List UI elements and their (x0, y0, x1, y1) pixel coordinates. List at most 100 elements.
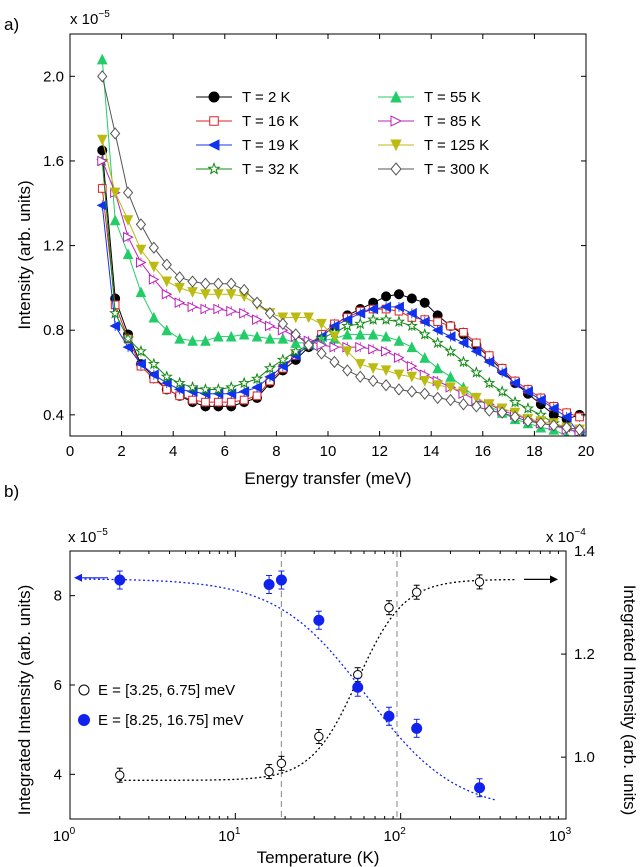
data-point (148, 369, 159, 380)
data-point (406, 293, 417, 304)
data-point (419, 352, 431, 363)
data-point (277, 333, 289, 344)
data-point (122, 215, 134, 226)
data-point (393, 383, 405, 396)
panel-a-label: a) (4, 15, 19, 34)
data-point (251, 330, 263, 342)
data-point (109, 306, 122, 319)
data-point (483, 356, 495, 368)
data-point (483, 376, 496, 389)
data-point (406, 307, 417, 319)
data-point (187, 335, 198, 346)
data-point (121, 332, 135, 344)
data-point (509, 377, 521, 389)
data-point (97, 70, 108, 83)
data-point (380, 379, 392, 392)
data-point (367, 328, 379, 340)
data-point (161, 276, 173, 288)
data-point (96, 53, 108, 65)
data-point (393, 369, 405, 381)
legend-marker (390, 139, 402, 152)
data-point (226, 305, 237, 317)
data-point (432, 391, 443, 405)
data-point (200, 335, 211, 346)
data-point (148, 261, 160, 273)
data-point (290, 337, 302, 348)
series-t-300-k (97, 70, 585, 436)
data-point (239, 307, 250, 319)
data-point-low-energy (264, 766, 274, 777)
data-point (263, 361, 277, 374)
legend-label: T = 2 K (242, 89, 291, 106)
data-point (458, 386, 469, 398)
data-point-high-energy (275, 574, 287, 586)
legend-label: E = [8.25, 16.75] meV (98, 712, 244, 729)
data-point (368, 343, 379, 355)
data-point (342, 346, 353, 357)
data-point (457, 337, 469, 349)
data-point (161, 258, 172, 271)
data-point-high-energy (313, 614, 325, 626)
data-point (226, 397, 236, 407)
data-point (264, 307, 276, 320)
data-point (446, 321, 455, 331)
legend-label: T = 19 K (242, 137, 299, 154)
data-point (239, 395, 249, 405)
data-point (213, 277, 224, 290)
data-point (264, 320, 276, 332)
data-point (187, 301, 199, 313)
data-point (135, 257, 147, 268)
data-point-high-energy (411, 722, 423, 734)
panel-a-legend: T = 2 K T = 16 K T = 19 K T = 32 K T = 55 K T… (196, 89, 489, 178)
data-point (418, 328, 431, 340)
panel-b-left-multiplier: x 10−5 (68, 527, 108, 546)
data-point (251, 296, 263, 309)
data-point (109, 127, 121, 140)
data-point (355, 341, 366, 353)
data-point (225, 330, 237, 342)
panel-b-x-tick-label: 102 (384, 826, 407, 845)
data-point (342, 364, 353, 377)
panel-b-label: b) (4, 482, 19, 501)
data-point (109, 214, 121, 226)
data-point (252, 314, 263, 325)
data-point (380, 330, 392, 342)
data-point (393, 301, 404, 313)
data-point (392, 315, 406, 327)
panel-b-x-tick-label: 101 (218, 826, 241, 845)
data-point (316, 339, 328, 351)
data-point (509, 410, 521, 424)
data-point (419, 316, 430, 328)
data-point (471, 400, 482, 413)
data-point (483, 399, 495, 410)
panel-a-x-tick-label: 8 (272, 443, 280, 460)
data-point (380, 365, 392, 377)
legend-label: T = 55 K (424, 89, 481, 106)
data-point (213, 330, 224, 342)
panel-a-x-tick-label: 2 (117, 443, 125, 460)
legend-marker (78, 714, 90, 726)
data-point (419, 387, 430, 400)
data-point (135, 358, 146, 370)
data-point (316, 347, 327, 360)
data-point (381, 291, 392, 302)
data-point (406, 341, 418, 353)
panel-a-x-tick-label: 0 (66, 443, 74, 460)
data-point (444, 331, 456, 342)
data-point (201, 397, 210, 407)
panel-a-x-tick-label: 20 (578, 443, 595, 460)
data-point (561, 421, 572, 434)
legend-marker (207, 139, 220, 151)
data-point (432, 324, 443, 336)
data-point (316, 318, 327, 330)
data-point (277, 312, 289, 324)
panel-a-y-tick-label: 1.2 (43, 238, 64, 255)
data-point (470, 346, 482, 357)
data-point (148, 274, 160, 285)
panel-b-left-y-tick-label: 6 (54, 677, 62, 694)
data-point-low-energy (314, 731, 324, 742)
panel-a-y-tick-label: 1.6 (43, 153, 64, 170)
data-point (433, 317, 442, 327)
data-point (200, 277, 211, 290)
